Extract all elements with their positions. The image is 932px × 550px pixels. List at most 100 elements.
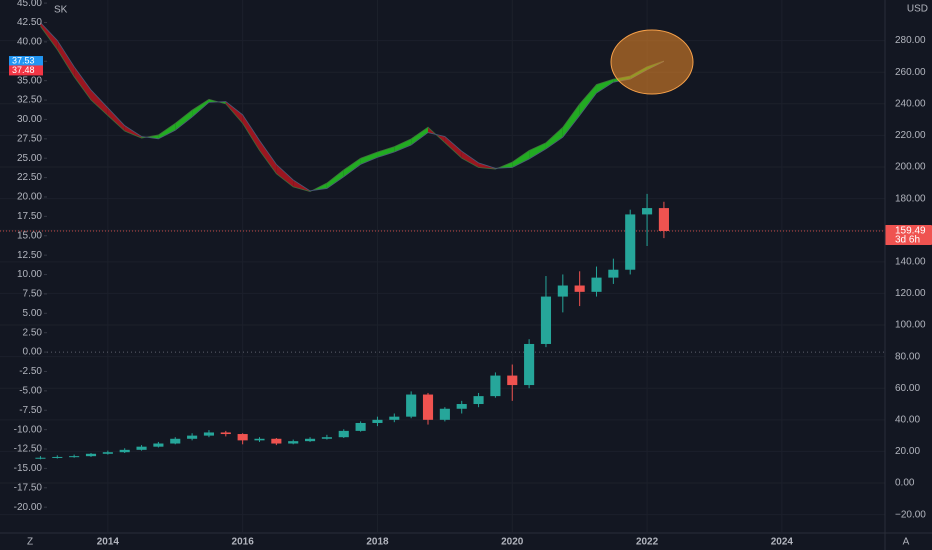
candle-body <box>591 277 602 292</box>
y2-tick-label: 27.50 <box>17 133 42 144</box>
last-price-badge <box>885 225 932 246</box>
band-segment <box>343 158 361 177</box>
y-tick-label: 0.00 <box>895 478 915 489</box>
y2-tick-label: 25.00 <box>17 153 42 164</box>
band-segment <box>175 110 193 131</box>
auto-button[interactable]: A <box>903 537 910 548</box>
candle-body <box>456 404 467 409</box>
candle-body <box>203 432 215 436</box>
y2-tick-label: -7.50 <box>19 405 42 416</box>
candle-body <box>507 375 518 386</box>
candle-body <box>389 416 400 420</box>
x-tick-label: 2022 <box>636 537 659 548</box>
indicator-line <box>40 22 665 192</box>
y2-tick-label: -2.50 <box>19 366 42 377</box>
candle-body <box>557 285 568 297</box>
band-segment <box>326 169 344 189</box>
y-tick-label: 280.00 <box>895 35 926 46</box>
candle-body <box>372 419 383 423</box>
band-segment <box>545 127 563 149</box>
y2-tick-label: -15.00 <box>14 463 43 474</box>
band-segment <box>74 66 91 101</box>
y-tick-label: 200.00 <box>895 162 926 173</box>
y2-tick-label: 7.50 <box>23 289 43 300</box>
band-segment <box>57 40 75 77</box>
y2-tick-label: -5.00 <box>19 385 42 396</box>
y2-tick-label: 45.00 <box>17 0 42 9</box>
y2-tick-label: 42.50 <box>17 17 42 28</box>
y2-tick-label: 35.00 <box>17 75 42 86</box>
indicator-value-label: 37.53 <box>12 55 35 65</box>
y-tick-label: 260.00 <box>895 67 926 78</box>
y-tick-label: 220.00 <box>895 130 926 141</box>
candle-body <box>170 438 181 444</box>
candle-body <box>153 443 164 447</box>
y2-tick-label: 32.50 <box>17 95 42 106</box>
y-tick-label: −20.00 <box>895 509 926 520</box>
band-segment <box>158 123 176 139</box>
candle-body <box>304 438 316 442</box>
y2-tick-label: 12.50 <box>17 250 42 261</box>
candle-body <box>35 457 46 459</box>
candle-body <box>608 269 619 278</box>
y-tick-label: 60.00 <box>895 383 920 394</box>
band-segment <box>276 164 294 187</box>
log-button[interactable]: Z <box>27 537 33 548</box>
indicator-band <box>40 22 665 192</box>
y2-tick-label: 5.00 <box>23 308 43 319</box>
candle-body <box>338 430 349 438</box>
y2-tick-label: -20.00 <box>14 502 43 513</box>
y2-tick-label: -17.50 <box>14 482 43 493</box>
last-price-label: 159.49 <box>895 226 926 237</box>
indicator-badge <box>9 56 43 67</box>
x-tick-label: 2024 <box>771 537 794 548</box>
candle-body <box>52 456 63 458</box>
countdown-label: 3d 6h <box>895 235 920 246</box>
y2-tick-label: 2.50 <box>23 327 43 338</box>
band-segment <box>242 114 260 151</box>
x-tick-label: 2014 <box>97 537 120 548</box>
candle-body <box>187 435 198 439</box>
candle-body <box>574 285 585 292</box>
candle-body <box>422 394 434 420</box>
candles <box>35 193 669 460</box>
y2-tick-label: 22.50 <box>17 172 42 183</box>
candle-body <box>642 208 653 215</box>
candle-body <box>625 214 636 270</box>
y-tick-label: 180.00 <box>895 193 926 204</box>
y2-tick-label: 17.50 <box>17 211 42 222</box>
currency-label: USD <box>907 4 928 15</box>
y2-tick-label: 0.00 <box>23 347 43 358</box>
indicator-title: SK <box>54 5 68 16</box>
grid <box>0 230 885 353</box>
candle-body <box>524 343 535 386</box>
x-tick-label: 2018 <box>366 537 389 548</box>
axes: −20.00 0.00 20.00 40.00 60.00 80.00 100.00 120.… <box>9 0 932 548</box>
y2-tick-label: 10.00 <box>17 269 42 280</box>
x-tick-label: 2020 <box>501 537 524 548</box>
band-segment <box>40 22 58 50</box>
y2-tick-label: 15.00 <box>17 230 42 241</box>
band-segment <box>529 142 546 159</box>
band-segment <box>360 152 378 165</box>
y-tick-label: 20.00 <box>895 446 920 457</box>
candle-body <box>102 452 113 454</box>
candle-body <box>136 446 147 450</box>
indicator-badge <box>9 65 43 76</box>
y-tick-label: 120.00 <box>895 288 926 299</box>
y-tick-label: 140.00 <box>895 256 926 267</box>
highlight-ellipse <box>610 29 694 95</box>
y-tick-label: 100.00 <box>895 320 926 331</box>
band-segment <box>259 140 277 174</box>
y2-tick-label: 20.00 <box>17 192 42 203</box>
band-segment <box>444 136 462 159</box>
candle-body <box>473 396 484 405</box>
candle-body <box>355 422 366 431</box>
band-segment <box>596 79 614 94</box>
candle-body <box>220 432 231 435</box>
y-tick-label: 240.00 <box>895 98 926 109</box>
candle-body <box>540 296 552 344</box>
y-tick-label: 80.00 <box>895 351 920 362</box>
